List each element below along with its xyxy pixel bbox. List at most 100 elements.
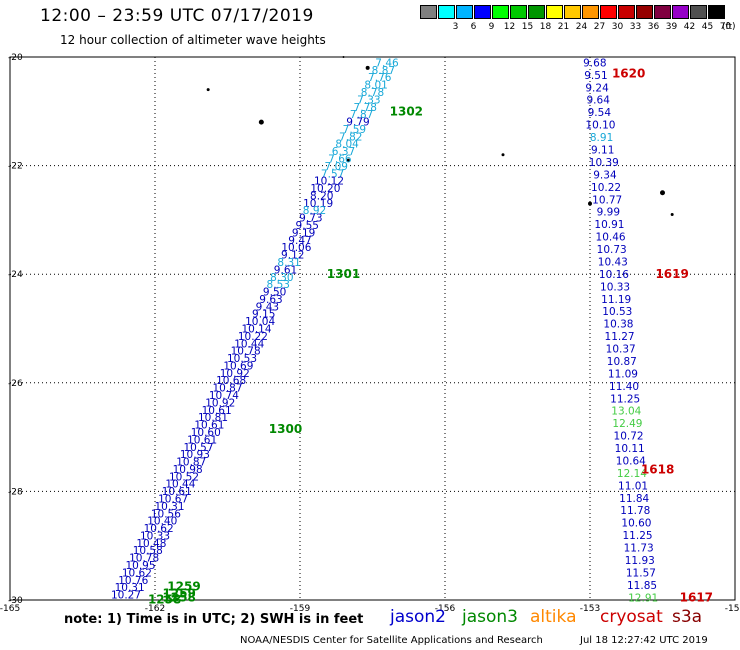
wave-height-label: 11.85 (627, 580, 657, 592)
legend-swatch (510, 5, 527, 19)
wave-height-label: 9.55 (296, 220, 319, 232)
plot-frame (9, 56, 736, 601)
satellite-cryosat: cryosat (600, 607, 663, 627)
wave-height-label: 11.57 (626, 567, 656, 579)
satellite-s3a: s3a (672, 607, 703, 627)
generated-timestamp: Jul 18 12:27:42 UTC 2019 (580, 635, 708, 646)
wave-height-label: 9.99 (597, 207, 620, 219)
x-tick-label: -153 (580, 604, 600, 614)
wave-height-label: 10.60 (191, 427, 221, 439)
chart-subtitle: 12 hour collection of altimeter wave hei… (60, 33, 326, 47)
wave-height-label: 10.87 (176, 457, 206, 469)
wave-height-label: 10.92 (205, 397, 235, 409)
wave-height-label: 10.58 (133, 545, 163, 557)
wave-height-label: 8.30 (270, 272, 293, 284)
wave-height-label: 9.68 (583, 57, 606, 69)
wave-height-label: 10.76 (118, 575, 148, 587)
y-tick-label: -26 (8, 379, 23, 389)
time-label: 1619 (655, 267, 688, 281)
wave-height-label: 10.56 (151, 508, 181, 520)
wave-height-label: 7.57 (321, 168, 344, 180)
wave-height-label: 10.38 (603, 319, 633, 331)
wave-height-label: 7.33 (357, 94, 380, 106)
wave-height-label: 7.82 (339, 131, 362, 143)
time-label: 1301 (327, 267, 360, 281)
wave-height-label: 10.74 (209, 390, 239, 402)
wave-height-label: 10.64 (616, 455, 646, 467)
wave-height-label: 10.81 (198, 412, 228, 424)
wave-height-label: 11.25 (610, 393, 640, 405)
wave-height-label: 8.04 (335, 139, 359, 151)
wave-height-label: 10.87 (212, 383, 242, 395)
legend-swatch (618, 5, 635, 19)
wave-height-label: 10.22 (238, 331, 268, 343)
time-label: 1258 (162, 590, 195, 604)
wave-height-label: 9.15 (252, 309, 275, 321)
wave-height-label: 11.25 (623, 530, 653, 542)
y-tick-label: -24 (8, 270, 23, 280)
wave-height-label: 10.92 (220, 368, 250, 380)
wave-height-label: 10.61 (194, 420, 224, 432)
wave-height-label: 8.78 (361, 87, 384, 99)
legend-swatch (438, 5, 455, 19)
wave-height-label: 11.84 (619, 493, 649, 505)
wave-height-label: 10.95 (125, 560, 155, 572)
wave-height-label: 10.60 (621, 518, 651, 530)
wave-height-label: 10.87 (607, 356, 637, 368)
wave-height-label: 9.63 (259, 294, 282, 306)
wave-height-label: 11.27 (605, 331, 635, 343)
wave-height-label: 12.49 (612, 418, 642, 430)
satellite-jason2: jason2 (390, 607, 446, 627)
island-marker (670, 212, 674, 216)
legend-label: 36 (647, 22, 660, 32)
satellite-altika: altika (530, 607, 577, 627)
wave-height-label: 10.43 (598, 256, 628, 268)
legend-swatch (636, 5, 653, 19)
wave-height-label: 11.78 (620, 505, 650, 517)
wave-height-label: 9.64 (587, 95, 611, 107)
legend-label: 3 (452, 22, 459, 32)
wave-height-label: 7.66 (328, 154, 352, 166)
y-tick-label: -22 (8, 162, 23, 172)
time-label: 1302 (390, 104, 423, 118)
wave-height-label: 11.09 (608, 368, 638, 380)
wave-height-label: 9.61 (274, 264, 297, 276)
time-label: 1259 (162, 586, 195, 600)
wave-height-label: 11.73 (624, 543, 654, 555)
island-marker (660, 190, 665, 196)
legend-swatch (528, 5, 545, 19)
wave-height-label: 10.57 (183, 442, 213, 454)
x-tick-label: -156 (435, 604, 456, 614)
wave-height-label: 10.73 (597, 244, 627, 256)
wave-height-label: 10.68 (216, 375, 246, 387)
legend-label: 33 (629, 22, 642, 32)
legend-swatch (564, 5, 581, 19)
wave-height-label: 9.34 (593, 169, 617, 181)
wave-height-label: 10.62 (144, 523, 174, 535)
wave-height-label: 10.39 (589, 157, 619, 169)
wave-height-label: 7.59 (343, 124, 366, 136)
x-tick-label: -150 (725, 604, 740, 614)
legend-label: 12 (503, 22, 516, 32)
wave-height-label: 10.62 (122, 567, 152, 579)
wave-height-label: 10.98 (173, 464, 203, 476)
x-tick-label: -162 (145, 604, 165, 614)
time-label: 1617 (680, 590, 713, 604)
wave-height-label: 10.10 (585, 120, 615, 132)
wave-height-label: 10.53 (227, 353, 257, 365)
wave-height-label: 10.31 (154, 501, 184, 513)
legend-label: 42 (683, 22, 696, 32)
wave-height-label: 10.46 (596, 232, 626, 244)
wave-height-label: 10.19 (303, 198, 333, 210)
wave-height-label: 9.50 (263, 287, 286, 299)
wave-height-label: 9.47 (288, 235, 311, 247)
wave-height-label: 8.01 (364, 80, 387, 92)
wave-height-label: 11.01 (618, 480, 648, 492)
wave-height-label: 9.43 (256, 301, 279, 313)
wave-height-label: 10.20 (310, 183, 340, 195)
satellite-jason3: jason3 (462, 607, 518, 627)
wave-height-label: 12.14 (617, 468, 647, 480)
wave-height-label: 10.06 (281, 242, 311, 254)
wave-height-label: 10.67 (158, 493, 188, 505)
